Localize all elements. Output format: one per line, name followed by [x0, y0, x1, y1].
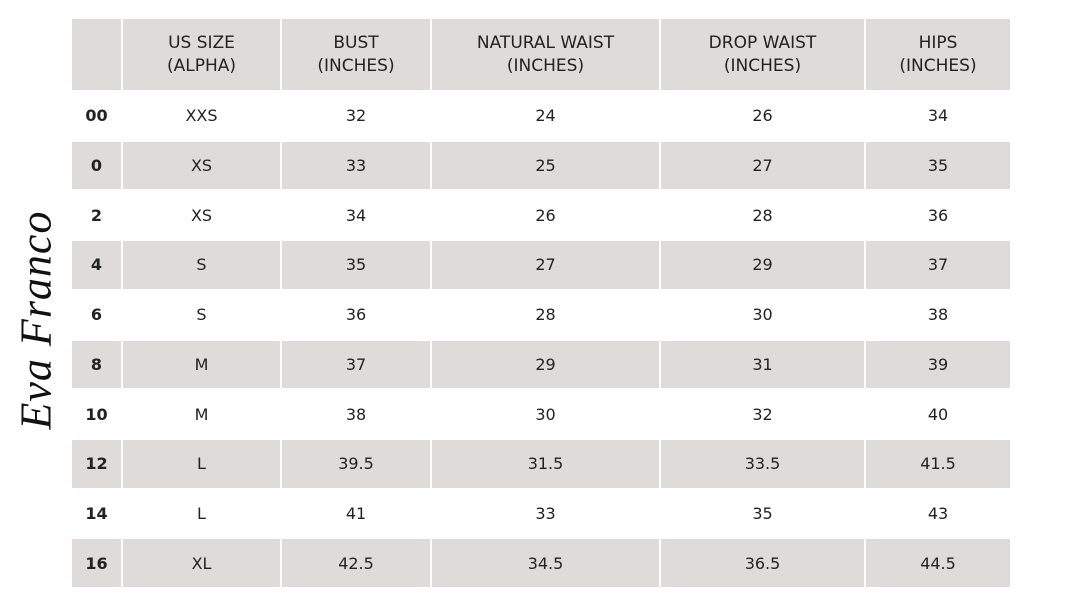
table-cell: L	[122, 488, 281, 539]
header-text: DROP WAIST	[708, 32, 817, 53]
table-cell: 41.5	[865, 438, 1011, 489]
header-text: US SIZE	[168, 32, 235, 53]
table-cell: 44.5	[865, 538, 1011, 588]
table-cell: 33	[281, 140, 431, 191]
header-cell: DROP WAIST (INCHES)	[660, 18, 865, 91]
table-cell: 35	[660, 488, 865, 539]
table-cell: 26	[660, 91, 865, 141]
table-cell: 37	[281, 339, 431, 390]
row-label: 6	[71, 289, 122, 340]
row-label: 4	[71, 240, 122, 290]
table-cell: M	[122, 389, 281, 439]
table-cell: XL	[122, 538, 281, 588]
header-text: (INCHES)	[899, 55, 977, 76]
header-cell: BUST (INCHES)	[281, 18, 431, 91]
table-cell: 30	[660, 289, 865, 340]
table-cell: 24	[431, 91, 660, 141]
table-cell: 32	[281, 91, 431, 141]
table-cell: 26	[431, 190, 660, 241]
row-label: 10	[71, 389, 122, 439]
table-cell: 40	[865, 389, 1011, 439]
header-cell: US SIZE (ALPHA)	[122, 18, 281, 91]
header-cell: HIPS (INCHES)	[865, 18, 1011, 91]
table-cell: S	[122, 240, 281, 290]
row-label: 16	[71, 538, 122, 588]
table-cell: 25	[431, 140, 660, 191]
table-cell: 29	[660, 240, 865, 290]
table-cell: 36	[281, 289, 431, 340]
header-text: HIPS	[918, 32, 958, 53]
table-cell: XXS	[122, 91, 281, 141]
row-label: 12	[71, 438, 122, 489]
table-cell: 27	[660, 140, 865, 191]
row-label: 14	[71, 488, 122, 539]
table-cell: L	[122, 438, 281, 489]
table-cell: 39	[865, 339, 1011, 390]
table-cell: 28	[431, 289, 660, 340]
header-text: BUST	[333, 32, 379, 53]
header-cell: NATURAL WAIST (INCHES)	[431, 18, 660, 91]
table-cell: 42.5	[281, 538, 431, 588]
table-cell: 38	[281, 389, 431, 439]
table-cell: 43	[865, 488, 1011, 539]
row-label: 8	[71, 339, 122, 390]
table-cell: 31	[660, 339, 865, 390]
row-label: 00	[71, 91, 122, 141]
table-cell: M	[122, 339, 281, 390]
header-text: (INCHES)	[317, 55, 395, 76]
header-text: (ALPHA)	[166, 55, 237, 76]
table-cell: 27	[431, 240, 660, 290]
header-text: NATURAL WAIST	[476, 32, 615, 53]
table-cell: 36.5	[660, 538, 865, 588]
row-label: 2	[71, 190, 122, 241]
header-text: (INCHES)	[723, 55, 802, 76]
table-cell: 33	[431, 488, 660, 539]
table-cell: XS	[122, 140, 281, 191]
table-cell: 39.5	[281, 438, 431, 489]
table-cell: 34	[281, 190, 431, 241]
table-cell: 38	[865, 289, 1011, 340]
table-cell: 34	[865, 91, 1011, 141]
table-cell: 41	[281, 488, 431, 539]
table-cell: 37	[865, 240, 1011, 290]
table-cell: 33.5	[660, 438, 865, 489]
row-label: 0	[71, 140, 122, 191]
table-cell: 28	[660, 190, 865, 241]
table-cell: 35	[865, 140, 1011, 191]
table-cell: S	[122, 289, 281, 340]
header-text: (INCHES)	[506, 55, 585, 76]
table-cell: 34.5	[431, 538, 660, 588]
brand-logo: Eva Franco	[11, 210, 61, 430]
table-cell: 30	[431, 389, 660, 439]
table-cell: XS	[122, 190, 281, 241]
header-cell	[71, 18, 122, 91]
table-cell: 29	[431, 339, 660, 390]
table-cell: 31.5	[431, 438, 660, 489]
table-cell: 36	[865, 190, 1011, 241]
table-cell: 35	[281, 240, 431, 290]
table-cell: 32	[660, 389, 865, 439]
